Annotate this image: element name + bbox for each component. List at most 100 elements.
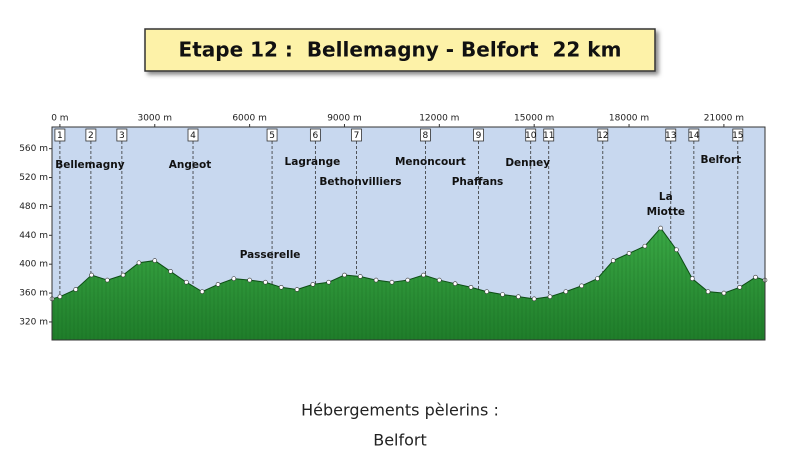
waypoint-number: 4 — [190, 131, 196, 141]
elevation-point — [310, 282, 316, 287]
elevation-point — [342, 272, 347, 278]
place-label: Lagrange — [285, 156, 341, 168]
elevation-point — [452, 281, 458, 286]
plot: 0 m 3000 m 6000 m 9000 m 12000 m 15000 m 18000… — [19, 114, 768, 341]
waypoint-number: 3 — [119, 131, 125, 141]
elevation-point — [437, 277, 442, 283]
waypoint-box — [309, 128, 321, 142]
waypoint-box — [351, 128, 362, 142]
waypoint-box — [187, 128, 199, 142]
elevation-point — [547, 294, 553, 299]
elevation-point — [721, 290, 727, 296]
place-label: Miotte — [647, 206, 685, 218]
elevation-point — [120, 272, 126, 278]
y-tick-label: 360 m — [19, 289, 48, 299]
elevation-point — [73, 287, 79, 292]
elevation-point — [57, 294, 63, 299]
elevation-point — [373, 277, 379, 283]
y-tick-label: 400 m — [19, 260, 48, 270]
waypoint-number: 2 — [88, 131, 94, 141]
x-tick-label: 21000 m — [704, 114, 744, 124]
waypoint-box — [473, 128, 484, 142]
waypoint-box — [54, 128, 66, 142]
x-tick-label: 0 m — [51, 114, 68, 124]
elevation-point — [231, 276, 237, 281]
y-tick-label: 560 m — [19, 144, 48, 154]
waypoint-number: 13 — [665, 131, 676, 141]
elevation-point — [405, 277, 411, 283]
elevation-point — [263, 279, 268, 285]
waypoint-box — [597, 128, 609, 142]
waypoint-number: 5 — [269, 131, 275, 141]
y-tick-label: 440 m — [19, 231, 48, 241]
elevation-point — [516, 294, 521, 299]
waypoint-box — [420, 128, 431, 142]
place-label: La — [659, 191, 673, 203]
y-tick-label: 520 m — [19, 173, 48, 183]
waypoint-number: 6 — [313, 131, 319, 141]
elevation-point — [89, 272, 94, 278]
x-tick-label: 15000 m — [514, 114, 554, 124]
waypoint-box — [732, 128, 744, 142]
elevation-point — [357, 274, 363, 279]
elevation-point — [737, 284, 743, 290]
elevation-point — [278, 284, 284, 290]
waypoint-box — [688, 128, 700, 142]
waypoint-number: 1 — [57, 131, 63, 141]
x-tick-label: 18000 m — [609, 114, 649, 124]
x-tick-label: 6000 m — [232, 114, 267, 124]
elevation-point — [136, 260, 142, 266]
place-label: Menoncourt — [395, 156, 466, 168]
elevation-point — [421, 272, 426, 278]
elevation-point — [626, 251, 632, 256]
elevation-point — [658, 225, 663, 231]
chart-title: Etape 12 : Bellemagny - Belfort 22 km — [179, 38, 622, 62]
elevation-point — [705, 289, 711, 294]
elevation-point — [689, 276, 695, 281]
elevation-point — [105, 277, 110, 283]
place-label: Bethonvilliers — [319, 176, 401, 188]
title-box — [144, 28, 656, 72]
waypoint-box — [85, 128, 97, 142]
elevation-point — [563, 289, 569, 294]
elevation-point — [326, 279, 331, 285]
place-label: Bellemagny — [55, 159, 124, 171]
elevation-point — [468, 284, 474, 290]
place-label: Passerelle — [240, 249, 301, 261]
place-label: Phaffans — [452, 176, 504, 188]
waypoint-box — [116, 128, 128, 142]
elevation-point — [500, 292, 505, 297]
elevation-point — [215, 282, 221, 287]
waypoint-number: 15 — [732, 131, 743, 141]
waypoint-number: 11 — [543, 131, 554, 141]
elevation-point — [247, 277, 252, 283]
elevation-point — [531, 296, 537, 302]
plot-frame — [51, 126, 766, 341]
x-tick-label: 9000 m — [327, 114, 362, 124]
elevation-point — [168, 269, 173, 274]
elevation-point — [199, 289, 205, 294]
waypoint-number: 10 — [525, 131, 537, 141]
elevation-point — [674, 247, 679, 253]
waypoint-box — [266, 128, 278, 142]
elevation-point — [595, 276, 600, 281]
waypoint-box — [543, 128, 555, 142]
elevation-point — [294, 287, 300, 292]
elevation-point — [484, 289, 490, 294]
place-label: Belfort — [700, 154, 741, 166]
waypoint-number: 8 — [423, 131, 429, 141]
x-tick-label: 12000 m — [419, 114, 459, 124]
x-tick-label: 3000 m — [137, 114, 172, 124]
place-label: Angeot — [169, 159, 211, 171]
y-tick-label: 320 m — [19, 317, 48, 327]
waypoint-number: 12 — [597, 131, 608, 141]
waypoint-box — [525, 128, 537, 142]
waypoint-number: 14 — [688, 131, 700, 141]
elevation-area — [51, 227, 766, 341]
y-tick-label: 480 m — [19, 202, 48, 212]
elevation-point — [610, 258, 616, 263]
elevation-point — [389, 279, 395, 285]
place-label: Denney — [505, 157, 550, 169]
waypoint-box — [665, 128, 677, 142]
